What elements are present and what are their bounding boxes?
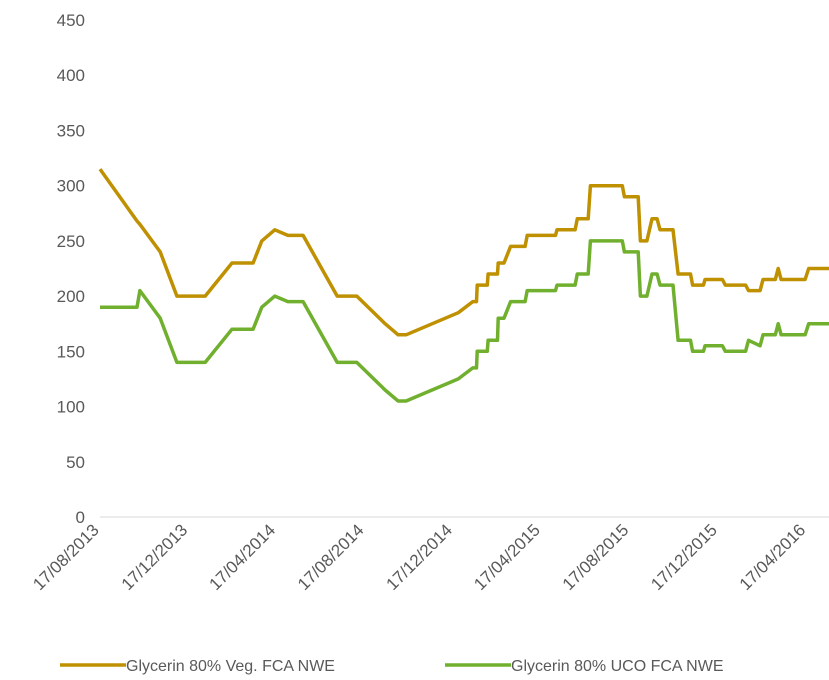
- y-tick-label: 50: [66, 453, 85, 472]
- y-tick-label: 200: [57, 287, 85, 306]
- y-tick-label: 350: [57, 121, 85, 140]
- y-tick-label: 300: [57, 177, 85, 196]
- x-tick-label: 17/12/2013: [118, 520, 192, 594]
- x-tick-label: 17/08/2015: [559, 520, 633, 594]
- legend-label: Glycerin 80% Veg. FCA NWE: [126, 658, 335, 675]
- x-tick-label: 17/04/2015: [470, 520, 544, 594]
- x-tick-label: 17/04/2016: [736, 520, 810, 594]
- legend-label: Glycerin 80% UCO FCA NWE: [511, 658, 723, 675]
- y-tick-label: 400: [57, 66, 85, 85]
- y-tick-label: 150: [57, 342, 85, 361]
- y-tick-label: 250: [57, 232, 85, 251]
- series-line: [98, 168, 829, 337]
- x-tick-label: 17/08/2014: [294, 520, 368, 594]
- y-tick-label: 100: [57, 398, 85, 417]
- x-tick-label: 17/12/2014: [382, 520, 456, 594]
- series-line: [100, 239, 829, 403]
- x-tick-label: 17/08/2013: [29, 520, 103, 594]
- y-tick-label: 0: [76, 508, 85, 527]
- x-tick-label: 17/04/2014: [205, 520, 279, 594]
- x-tick-label: 17/12/2015: [647, 520, 721, 594]
- y-tick-label: 450: [57, 11, 85, 30]
